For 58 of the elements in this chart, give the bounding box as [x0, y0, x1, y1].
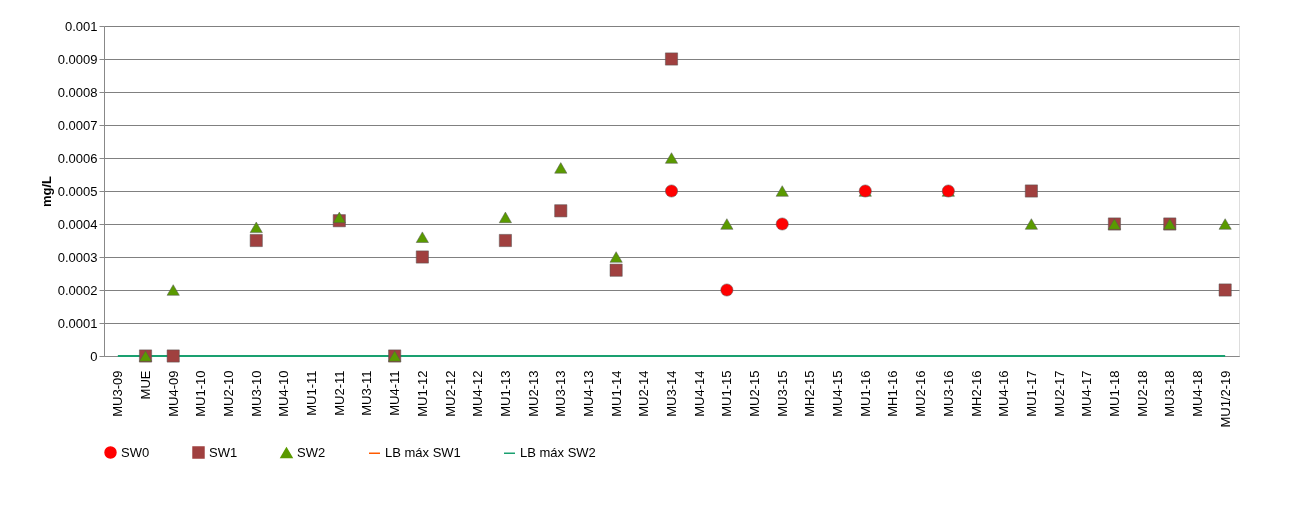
x-tick-label: MU1/2-19 — [1217, 370, 1233, 428]
x-tick-label: MU2-10 — [221, 370, 237, 417]
x-tick-label: MU4-10 — [276, 370, 292, 417]
y-tick-label: 0.0001 — [57, 315, 98, 331]
legend-label: SW2 — [297, 444, 326, 460]
x-tick-label: MU2-15 — [747, 370, 763, 417]
x-tick-label: MU4-12 — [470, 370, 486, 417]
x-tick-label: MU2-13 — [525, 370, 541, 417]
x-tick-label: MU3-14 — [664, 370, 679, 417]
y-tick-label: 0.0004 — [57, 216, 98, 232]
x-tick-label: MU4-13 — [580, 370, 596, 417]
x-tick-label: MU3-15 — [774, 370, 790, 417]
x-tick-label: MU4-11 — [387, 370, 403, 416]
y-tick-label: 0.0008 — [57, 84, 98, 100]
x-tick-label: MU2-16 — [913, 370, 929, 417]
x-tick-label: MH2-15 — [802, 370, 818, 417]
x-tick-label: MU2-14 — [636, 370, 652, 417]
x-tick-label: MU4-17 — [1079, 370, 1095, 417]
x-tick-label: MH2-16 — [968, 370, 984, 417]
legend-label: LB máx SW1 — [385, 445, 461, 461]
legend-label: LB máx SW2 — [520, 445, 596, 461]
y-tick-label: 0.0006 — [57, 150, 98, 166]
x-tick-label: MH1-16 — [885, 370, 901, 417]
y-tick-label: 0.0005 — [57, 183, 98, 199]
legend-label: SW0 — [121, 444, 150, 460]
x-tick-label: MU1-12 — [414, 370, 430, 417]
y-tick-label: 0.001 — [64, 18, 98, 34]
x-tick-label: MU3-13 — [553, 370, 569, 417]
x-tick-label: MU1-18 — [1106, 370, 1122, 417]
x-tick-label: MU3-16 — [940, 370, 956, 417]
x-tick-label: MU2-11 — [331, 370, 347, 416]
x-tick-label: MUE — [138, 370, 154, 400]
y-axis-title: mg/L — [38, 175, 54, 208]
x-tick-label: MU1-11 — [304, 370, 320, 416]
x-tick-label: MU2-17 — [1051, 370, 1067, 417]
x-tick-label: MU3-11 — [359, 370, 375, 416]
x-tick-label: MU4-09 — [165, 370, 181, 417]
x-tick-label: MU4-14 — [691, 370, 707, 417]
x-tick-label: MU2-12 — [442, 370, 458, 417]
legend-label: SW1 — [209, 444, 238, 460]
x-tick-label: MU3-10 — [248, 370, 264, 417]
x-tick-label: MU2-18 — [1134, 370, 1150, 417]
x-tick-label: MU1-16 — [857, 370, 873, 417]
y-tick-label: 0.0009 — [57, 51, 98, 67]
y-tick-label: 0.0007 — [57, 117, 98, 133]
x-tick-label: MU3-18 — [1162, 370, 1178, 417]
y-tick-label: 0 — [90, 348, 98, 364]
y-tick-label: 0.0002 — [57, 282, 98, 298]
x-tick-label: MU1-13 — [497, 370, 513, 417]
x-tick-label: MU3-09 — [110, 370, 126, 417]
x-tick-label: MU1-17 — [1023, 370, 1039, 417]
x-tick-label: MU1-14 — [608, 370, 624, 417]
x-tick-label: MU4-16 — [996, 370, 1012, 417]
x-tick-label: MU1-15 — [719, 370, 735, 417]
x-tick-label: MU4-18 — [1189, 370, 1205, 417]
x-tick-label: MU4-15 — [830, 370, 846, 417]
x-tick-label: MU1-10 — [193, 370, 209, 417]
y-tick-label: 0.0003 — [57, 249, 98, 265]
